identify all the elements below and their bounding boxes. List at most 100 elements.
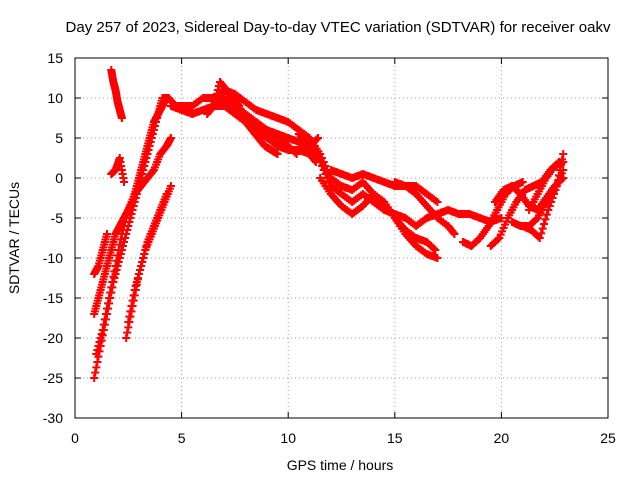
data-point [541,215,550,224]
data-point [98,326,107,334]
data-points [90,66,568,382]
axis-ticks: 0 5 10 15 20 25 -30 -25 -20 -15 -10 -5 0 5 10 15 [43,50,616,446]
data-point [117,114,126,122]
data-point [110,267,119,276]
series-sat-d [92,134,175,358]
data-point [450,230,459,238]
series-sat-k [209,86,378,198]
data-point [162,190,171,198]
data-point [116,235,125,244]
data-point [124,318,133,326]
data-point [94,342,103,350]
data-point [133,274,142,282]
y-tick-label: -15 [43,290,63,306]
data-point [551,186,560,194]
y-tick-label: 5 [55,130,63,146]
y-tick-label: -10 [43,250,63,266]
data-point [166,134,175,142]
data-point [433,198,442,206]
data-point [559,158,568,166]
data-point [535,234,544,242]
series-sat-e [107,66,126,122]
data-point [107,283,116,292]
data-point [433,254,442,262]
data-point [537,229,546,238]
data-point [431,246,440,254]
data-point [122,214,131,222]
data-point [429,244,438,253]
data-point [122,334,131,342]
data-point [114,246,123,254]
data-point [113,251,122,260]
data-point [128,296,137,305]
data-point [542,210,551,219]
data-point [538,224,547,233]
data-point [554,171,563,180]
data-point [102,304,111,313]
series-sat-q [390,178,459,238]
data-point [142,242,151,250]
data-point [97,330,106,338]
x-axis-label: GPS time / hours [287,457,394,473]
data-point [109,272,118,281]
data-point [136,266,145,274]
data-point [101,310,110,318]
data-point [129,291,138,300]
data-point [162,94,171,102]
data-point [518,178,527,186]
data-point [545,202,554,210]
data-point [105,294,114,302]
data-point [93,346,102,354]
data-point [553,176,562,185]
data-point [138,258,147,266]
data-point [112,256,121,265]
data-point [92,350,101,358]
x-tick-label: 5 [178,430,186,446]
x-tick-label: 0 [71,430,79,446]
series-sat-f [107,154,129,186]
data-point [104,299,113,308]
data-point [493,235,502,244]
x-tick-label: 25 [600,430,616,446]
data-point [106,288,115,297]
x-tick-label: 10 [280,430,296,446]
data-point [548,194,557,202]
data-point [273,150,282,158]
data-point [123,328,132,337]
data-point [99,320,108,329]
y-tick-label: -20 [43,330,63,346]
data-point [115,240,124,249]
data-point [126,307,135,316]
series-sat-p [369,190,442,262]
data-point [125,312,134,321]
data-point [544,206,553,214]
series-sat-w [525,158,568,214]
data-point [120,178,129,186]
data-point [137,262,146,270]
data-point [549,190,558,198]
data-point [130,286,139,294]
data-point [449,228,458,237]
data-point [314,134,323,142]
y-axis-label: SDTVAR / TECUs [6,182,22,294]
data-point [96,334,105,342]
data-point [102,230,111,238]
y-tick-label: -25 [43,370,63,386]
data-point [117,230,126,238]
data-point [93,358,102,366]
data-point [132,278,141,286]
series-sat-h [124,190,171,326]
data-point [166,182,175,190]
y-tick-label: 15 [47,50,63,66]
x-tick-label: 20 [494,430,510,446]
y-tick-label: -30 [43,410,63,426]
data-point [208,103,217,112]
data-point [209,102,218,110]
data-point [141,246,150,254]
data-point [552,182,561,190]
data-point [120,222,129,230]
data-point [123,210,132,218]
data-point [540,220,549,228]
data-point [90,374,99,382]
